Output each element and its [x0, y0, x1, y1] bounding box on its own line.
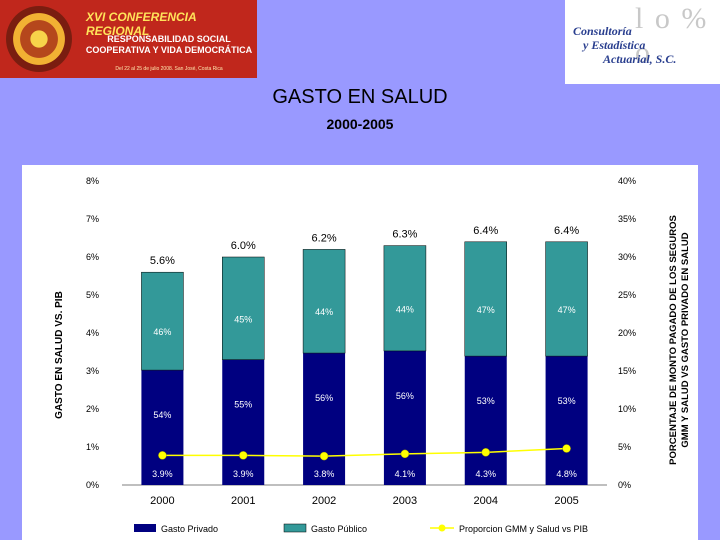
left-tick-label: 2%: [86, 404, 99, 414]
x-tick-label: 2002: [312, 495, 336, 507]
bar-gasto-publico: [302, 249, 346, 354]
share-label-privado: 53%: [558, 396, 576, 406]
ratio-point: [158, 451, 167, 460]
share-label-publico: 44%: [315, 307, 333, 317]
total-label: 6.2%: [312, 232, 337, 244]
legend-label-publico: Gasto Público: [311, 524, 367, 534]
total-label: 6.0%: [231, 240, 256, 252]
total-label: 5.6%: [150, 255, 175, 267]
company-name-line1: Consultoría: [573, 24, 632, 38]
legend-swatch-publico: [283, 523, 307, 533]
left-tick-label: 1%: [86, 442, 99, 452]
ratio-point: [400, 449, 410, 459]
left-tick-label: 3%: [86, 366, 99, 376]
x-tick-label: 2003: [393, 495, 417, 507]
x-tick-label: 2000: [150, 495, 174, 507]
bar-gasto-privado: [464, 356, 507, 485]
share-label-publico: 45%: [234, 314, 252, 324]
right-tick-label: 25%: [618, 290, 636, 300]
right-tick-label: 10%: [618, 404, 636, 414]
oxcart-wheel-logo: [6, 6, 72, 72]
company-name-line2: y Estadística: [583, 38, 646, 52]
health-spending-chart: GASTO EN SALUD VS. PIB PORCENTAJE DE MON…: [22, 165, 698, 540]
company-name-line3: Actuarial, S.C.: [603, 52, 677, 66]
ratio-point: [319, 451, 329, 461]
left-tick-label: 5%: [86, 290, 99, 300]
logo-decoration: l o % o: [635, 2, 709, 69]
bars: [141, 241, 588, 485]
left-tick-label: 0%: [86, 480, 99, 490]
ratio-line: [162, 447, 567, 457]
share-label-publico: 46%: [153, 327, 171, 337]
bar-gasto-privado: [545, 356, 588, 485]
right-axis-label-line1: PORCENTAJE DE MONTO PAGADO DE LOS SEGURO…: [668, 215, 679, 465]
x-tick-label: 2001: [231, 495, 255, 507]
left-tick-label: 4%: [86, 328, 99, 338]
bar-gasto-publico: [545, 241, 588, 357]
right-axis-label-line2: GMM Y SALUD VS GASTO PRIVADO EN SALUD: [680, 232, 691, 447]
pib-ratio-line: [158, 444, 571, 461]
ratio-point: [481, 448, 490, 457]
total-label: 6.3%: [392, 229, 417, 241]
conference-title: XVI CONFERENCIA REGIONAL: [86, 10, 197, 38]
conference-dates: Del 22 al 25 de julio 2008. San José, Co…: [115, 66, 223, 72]
right-tick-label: 5%: [618, 442, 631, 452]
legend-swatch-privado: [134, 524, 156, 532]
ratio-label: 3.8%: [314, 469, 335, 479]
axes: 0% 1% 2% 3% 4% 5% 6% 7% 8% 0% 5% 10% 15% 20% 25% 30% 35%…: [86, 176, 636, 507]
bar-gasto-privado: [303, 353, 346, 485]
bar-gasto-privado: [141, 370, 184, 485]
share-label-privado: 56%: [315, 393, 333, 403]
bar-gasto-privado: [222, 359, 265, 485]
page-subtitle: 2000-2005: [326, 116, 394, 132]
bar-gasto-publico: [141, 271, 184, 371]
bar-gasto-publico: [464, 241, 507, 357]
bar-gasto-publico: [222, 256, 265, 360]
chart-background: [22, 165, 698, 540]
company-name: Consultoría y Estadística Actuarial, S.C…: [573, 24, 676, 66]
data-labels: 5.6% 46% 54% 3.9% 6.0% 45% 55% 3.9% 6.2% 44% 56% 3.…: [150, 225, 579, 479]
bar-gasto-privado: [383, 350, 426, 485]
left-axis-label: GASTO EN SALUD VS. PIB: [54, 291, 65, 419]
left-tick-label: 7%: [86, 214, 99, 224]
left-tick-label: 8%: [86, 176, 99, 186]
legend-marker-ratio: [438, 524, 446, 532]
total-label: 6.4%: [554, 225, 579, 237]
x-tick-label: 2005: [554, 495, 578, 507]
ratio-label: 4.1%: [395, 469, 416, 479]
right-tick-label: 35%: [618, 214, 636, 224]
right-tick-label: 15%: [618, 366, 636, 376]
ratio-point: [562, 444, 571, 453]
share-label-publico: 47%: [558, 305, 576, 315]
right-tick-label: 20%: [618, 328, 636, 338]
legend-label-privado: Gasto Privado: [161, 524, 218, 534]
share-label-privado: 55%: [234, 400, 252, 410]
total-label: 6.4%: [473, 225, 498, 237]
ratio-label: 3.9%: [233, 469, 254, 479]
legend-label-ratio: Proporcion GMM y Salud vs PIB: [459, 524, 588, 534]
share-label-publico: 44%: [396, 304, 414, 314]
legend: Gasto Privado Gasto Público Proporcion GMM…: [134, 523, 588, 534]
share-label-publico: 47%: [477, 305, 495, 315]
ratio-label: 3.9%: [152, 469, 173, 479]
right-tick-label: 40%: [618, 176, 636, 186]
right-tick-label: 0%: [618, 480, 631, 490]
conference-banner: XVI CONFERENCIA REGIONAL RESPONSABILIDAD…: [0, 0, 257, 78]
x-tick-label: 2004: [474, 495, 498, 507]
ratio-point: [239, 451, 248, 460]
ratio-label: 4.8%: [556, 469, 577, 479]
ratio-label: 4.3%: [475, 469, 496, 479]
right-tick-label: 30%: [618, 252, 636, 262]
left-tick-label: 6%: [86, 252, 99, 262]
share-label-privado: 54%: [153, 410, 171, 420]
share-label-privado: 56%: [396, 391, 414, 401]
bar-gasto-publico: [383, 245, 427, 352]
company-logo: l o % o Consultoría y Estadística Actuar…: [565, 0, 720, 84]
page-title: GASTO EN SALUD: [272, 86, 448, 108]
conference-theme: RESPONSABILIDAD SOCIAL COOPERATIVA Y VID…: [85, 34, 253, 55]
share-label-privado: 53%: [477, 396, 495, 406]
